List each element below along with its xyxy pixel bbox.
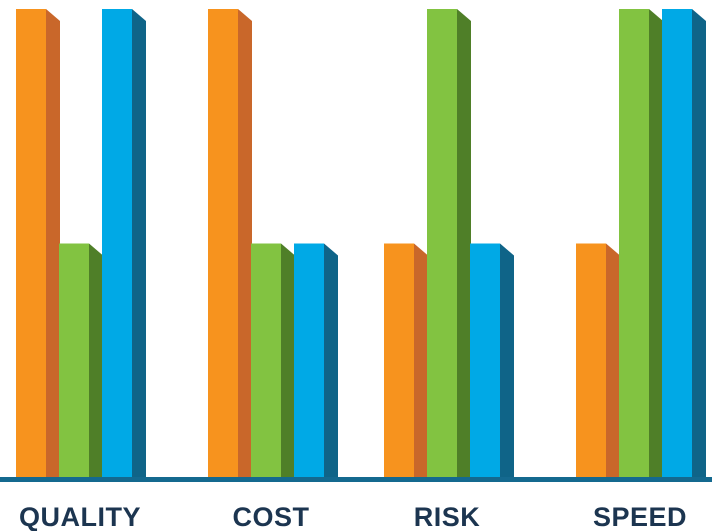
bar-risk-s2 <box>427 9 457 478</box>
bar-side-risk-s2 <box>457 9 471 478</box>
bar-group-speed <box>576 9 706 478</box>
bar-risk-s3 <box>470 243 500 478</box>
bar-group-risk <box>384 9 514 478</box>
category-labels: QUALITY COST RISK SPEED <box>19 502 687 531</box>
bar-side-quality-s2 <box>89 243 103 478</box>
bar-quality-s1 <box>16 9 46 478</box>
bar-cost-s3 <box>294 243 324 478</box>
bar-side-speed-s3 <box>692 9 706 478</box>
bar-speed-s2 <box>619 9 649 478</box>
bar-risk-s1 <box>384 243 414 478</box>
bar-side-risk-s3 <box>500 243 514 478</box>
category-label-speed: SPEED <box>593 502 687 531</box>
bar-side-quality-s1 <box>46 9 60 478</box>
bar-cost-s1 <box>208 9 238 478</box>
bar-quality-s2 <box>59 243 89 478</box>
bar-group-quality <box>16 9 146 478</box>
bar-group-cost <box>208 9 338 478</box>
bar-speed-s1 <box>576 243 606 478</box>
bar-side-quality-s3 <box>132 9 146 478</box>
bar-side-cost-s1 <box>238 9 252 478</box>
bar-side-speed-s1 <box>606 243 620 478</box>
category-label-cost: COST <box>232 502 309 531</box>
bars-layer <box>16 9 706 478</box>
bar-speed-s3 <box>662 9 692 478</box>
x-axis-baseline <box>0 477 712 482</box>
bar-side-cost-s2 <box>281 243 295 478</box>
bar-quality-s3 <box>102 9 132 478</box>
category-label-quality: QUALITY <box>19 502 141 531</box>
bar-side-cost-s3 <box>324 243 338 478</box>
bar-cost-s2 <box>251 243 281 478</box>
category-label-risk: RISK <box>414 502 481 531</box>
bar-side-risk-s1 <box>414 243 428 478</box>
bar-side-speed-s2 <box>649 9 663 478</box>
